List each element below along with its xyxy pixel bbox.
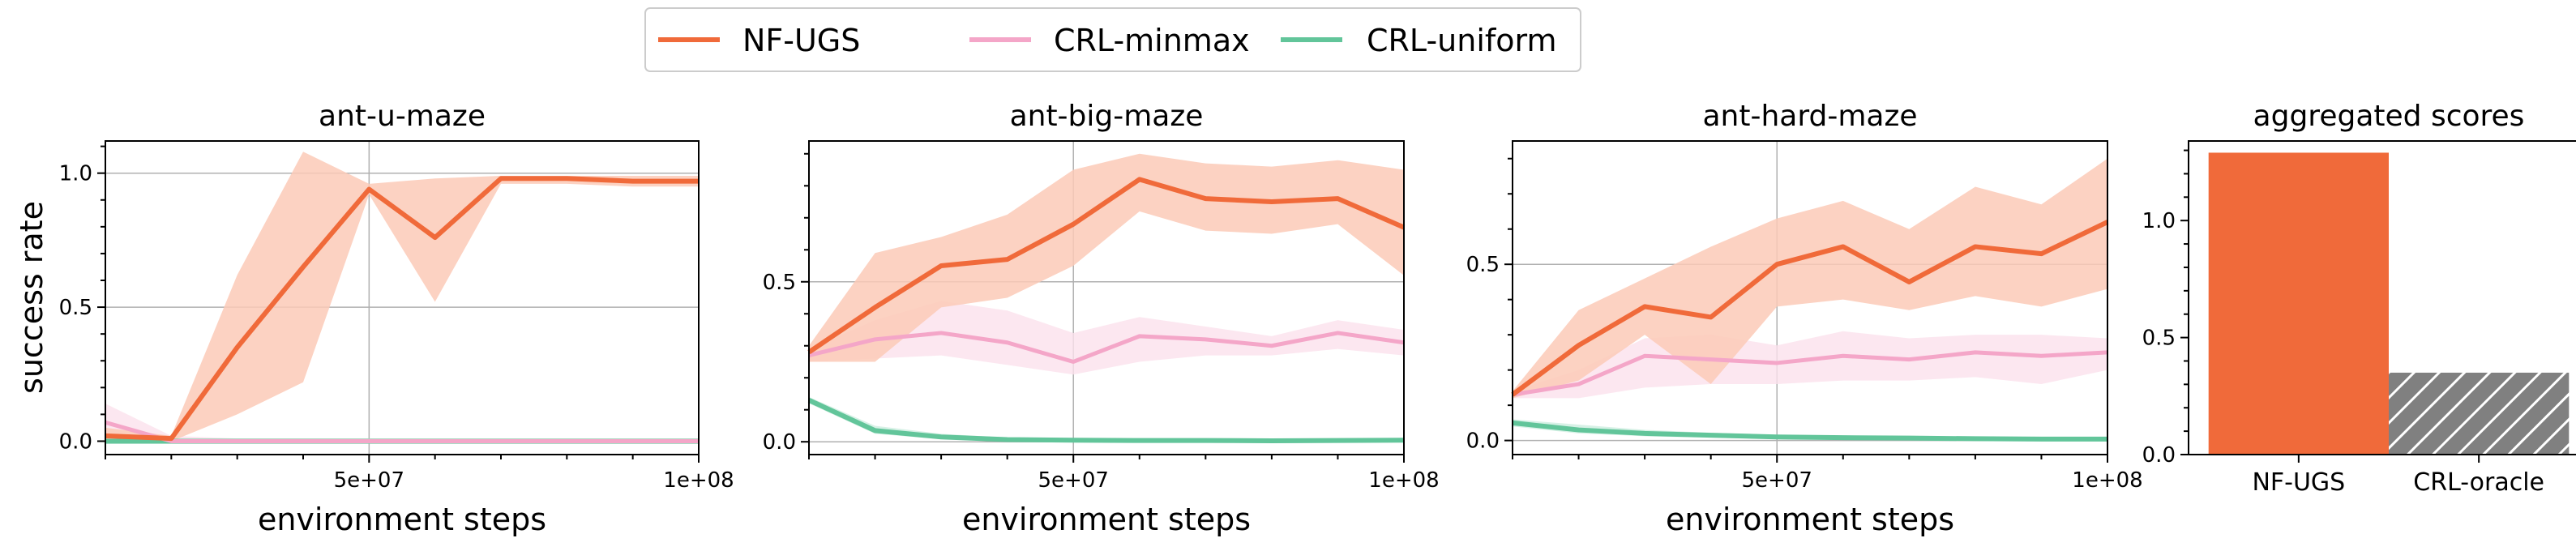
axes-frame [105,140,700,455]
x-tick-label: 5e+07 [334,468,404,493]
bar-crl-oracle [2389,372,2570,455]
series-line-crl-minmax [105,420,699,443]
x-axis-label: environment steps [258,502,546,537]
x-category-label: CRL-oracle [2413,468,2544,497]
series-line-crl-uniform [807,398,1405,444]
y-tick-label: 0.5 [59,296,92,320]
x-tick-label: 1e+08 [2072,468,2142,493]
x-axis-label: environment steps [962,502,1251,537]
series-line-crl-minmax [808,331,1405,364]
band-crl-minmax [1513,331,2107,399]
y-axis-label: success rate [14,201,49,394]
legend-label-nf-ugs: NF-UGS [742,23,860,58]
panel-ant-big-maze: ant-big-maze 5e+07 1e+08 0.0 0.5 environmen… [763,100,1440,537]
x-axis-label: environment steps [1666,502,1954,537]
panel-ant-u-maze: ant-u-maze 5e+07 1e+08 0.0 0.5 1.0 environme… [14,100,734,537]
legend-frame [644,7,1581,72]
x-tick-label: 5e+07 [1038,468,1109,493]
y-tick-label: 1.0 [2142,209,2176,233]
y-tick-label: 0.0 [59,429,92,454]
legend-label-crl-uniform: CRL-uniform [1367,23,1556,58]
band-nf-ugs [1513,158,2107,399]
series-line-crl-uniform [1512,420,2107,442]
y-tick-label: 0.0 [2142,443,2176,468]
plot-area: 5e+07 1e+08 0.0 0.5 [763,141,1440,493]
x-tick-label: 1e+08 [1368,468,1439,493]
series-line-nf-ugs [807,177,1406,355]
bar-nf-ugs [2208,152,2389,455]
series-line-crl-minmax [1512,350,2108,397]
x-category-label: NF-UGS [2252,468,2345,497]
axes-frame [2188,140,2576,455]
band-crl-minmax [809,301,1404,375]
plot-area: 5e+07 1e+08 0.0 0.5 1.0 [59,141,734,493]
legend-label-crl-minmax: CRL-minmax [1054,23,1250,58]
x-tick-label: 1e+08 [663,468,734,493]
series-line-nf-ugs [105,176,699,442]
y-tick-label: 0.5 [1466,253,1500,277]
series-line-nf-ugs [1511,220,2109,397]
band-nf-ugs [809,153,1404,362]
panel-aggregated-scores: aggregated scores 0.0 0.5 1.0 NF-UGS CRL-ora… [2142,100,2576,497]
panel-title: ant-hard-maze [1702,100,1917,133]
panel-title: aggregated scores [2253,100,2525,133]
plot-area: 5e+07 1e+08 0.0 0.5 [1466,141,2143,493]
panel-title: ant-big-maze [1010,100,1204,133]
x-tick-label: 5e+07 [1742,468,1812,493]
y-tick-label: 0.5 [763,271,796,295]
band-nf-ugs [105,152,699,442]
y-tick-label: 0.5 [2142,327,2176,351]
y-tick-label: 0.0 [763,430,796,455]
plot-area: 0.0 0.5 1.0 NF-UGS CRL-oracle [2142,149,2570,497]
axes-frame [1512,140,2108,455]
y-tick-label: 0.0 [1466,429,1500,454]
axes-frame [808,140,1405,455]
panel-title: ant-u-maze [319,100,486,133]
y-tick-label: 1.0 [59,162,92,186]
panel-ant-hard-maze: ant-hard-maze 5e+07 1e+08 0.0 0.5 environme… [1466,100,2143,537]
legend: NF-UGS CRL-minmax CRL-uniform [644,7,1581,72]
